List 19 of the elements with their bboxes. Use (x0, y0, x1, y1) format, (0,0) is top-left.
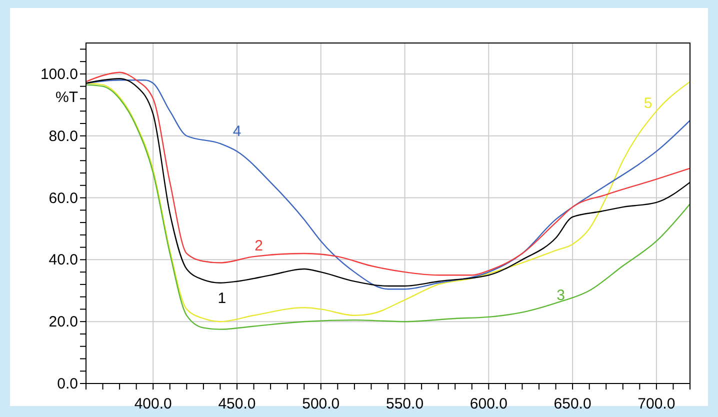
x-tick-label: 650.0 (554, 396, 592, 412)
series-label: 5 (644, 95, 652, 112)
series-label: 1 (218, 290, 226, 308)
series-label: 2 (254, 237, 263, 254)
series-label: 3 (556, 286, 565, 304)
x-tick-label: 400.0 (134, 396, 172, 412)
y-tick-label: 100.0 (40, 66, 78, 83)
x-tick-label: 600.0 (470, 396, 508, 412)
x-tick-label: 500.0 (302, 396, 340, 412)
x-tick-label: 450.0 (218, 396, 256, 412)
series-label: 4 (232, 122, 242, 140)
y-axis-title: %T (56, 89, 78, 106)
y-tick-label: 40.0 (48, 252, 78, 269)
y-tick-label: 0.0 (57, 376, 78, 392)
y-tick-label: 80.0 (48, 128, 78, 145)
x-tick-label: 550.0 (386, 396, 424, 412)
y-tick-label: 60.0 (48, 190, 78, 207)
x-tick-label: 700.0 (638, 396, 676, 412)
y-tick-label: 20.0 (48, 314, 78, 331)
